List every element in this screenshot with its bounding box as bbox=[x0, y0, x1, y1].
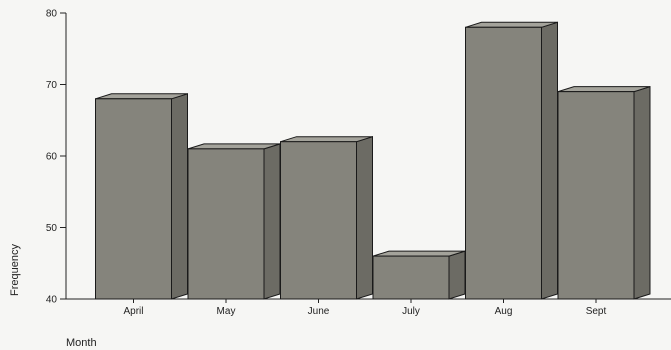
y-axis: 40 50 60 70 80 bbox=[46, 9, 67, 306]
bar-front bbox=[372, 255, 450, 300]
bar-top bbox=[372, 250, 466, 257]
bar bbox=[465, 21, 558, 300]
bar-top bbox=[557, 86, 651, 93]
bar-front bbox=[95, 98, 172, 300]
y-tick-label: 80 bbox=[46, 9, 58, 20]
bars bbox=[95, 21, 651, 300]
x-axis-title: Month bbox=[66, 337, 97, 349]
bar-side bbox=[448, 250, 466, 300]
x-tick-label: Aug bbox=[495, 306, 513, 317]
y-tick-label: 70 bbox=[46, 80, 58, 91]
x-tick-label: June bbox=[308, 306, 330, 317]
bar bbox=[187, 143, 281, 300]
bar-top bbox=[465, 21, 558, 28]
bar-side bbox=[356, 136, 373, 300]
bar-front bbox=[187, 148, 265, 300]
bar bbox=[372, 250, 466, 300]
x-tick-label: May bbox=[217, 306, 236, 317]
bar-side bbox=[171, 93, 188, 300]
bar-top bbox=[280, 136, 373, 143]
y-tick-label: 60 bbox=[46, 152, 58, 163]
bar bbox=[280, 136, 373, 300]
bar-side bbox=[541, 21, 558, 300]
bar-front bbox=[557, 91, 635, 300]
bar-side bbox=[263, 143, 281, 300]
bar-top bbox=[187, 143, 281, 150]
x-tick-label: Sept bbox=[586, 306, 607, 317]
bar-front bbox=[280, 141, 357, 300]
y-tick-label: 50 bbox=[46, 223, 58, 234]
bar-side bbox=[633, 85, 651, 300]
bar-front bbox=[465, 26, 542, 300]
x-tick-label: April bbox=[123, 306, 143, 317]
y-axis-title: Frequency bbox=[9, 244, 21, 296]
x-tick-label: July bbox=[402, 306, 420, 317]
y-tick-label: 40 bbox=[46, 295, 58, 306]
bar-top bbox=[95, 93, 188, 100]
bar bbox=[557, 85, 651, 300]
bar bbox=[95, 93, 188, 300]
x-tick-labels: April May June July Aug Sept bbox=[123, 299, 607, 317]
